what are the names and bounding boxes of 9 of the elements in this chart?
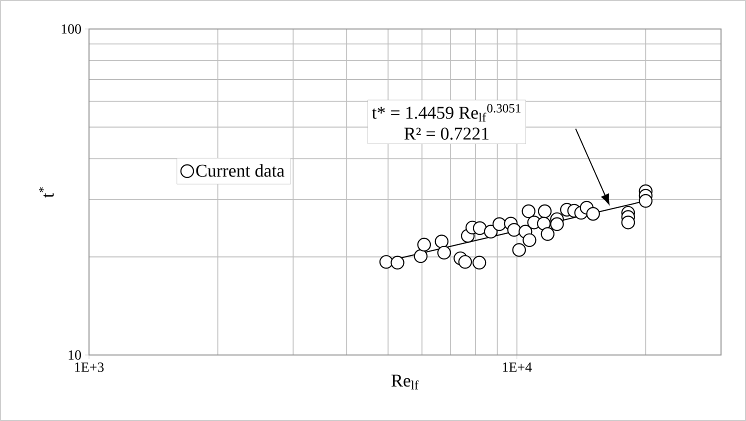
x-tick-label: 1E+4	[502, 362, 532, 372]
legend-label: Current data	[196, 164, 284, 177]
y-axis-title: t$^{*}$	[39, 187, 54, 198]
y-tick-label: 100	[62, 24, 81, 34]
annotation: t* = 1.4459 Re$_{lf}$0.3051	[372, 104, 520, 122]
x-axis-title: Re$_{lf}$	[392, 374, 419, 390]
y-tick-label: 10	[68, 350, 81, 360]
x-tick-label: 1E+3	[75, 362, 104, 372]
annotation: R² = 0.7221	[404, 128, 489, 140]
